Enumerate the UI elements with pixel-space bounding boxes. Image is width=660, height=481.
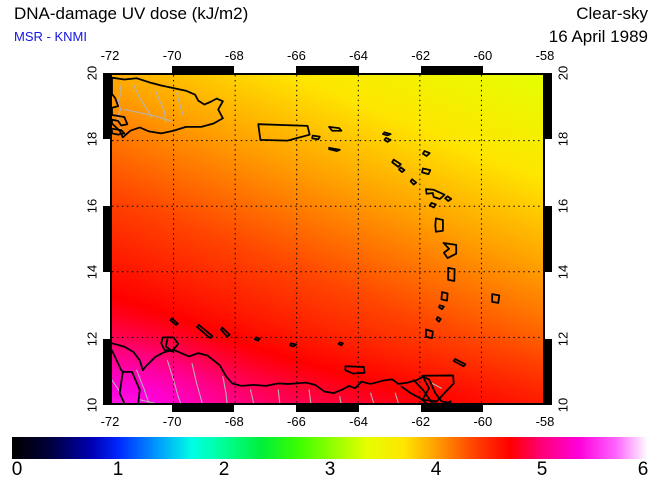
x-axis-label-bottom: -60 (473, 414, 493, 429)
colorbar-tick-label: 2 (218, 459, 230, 480)
x-axis-label-top: -72 (100, 48, 120, 63)
uv-dose-heatmap-field (112, 75, 543, 403)
map-plot-area (110, 73, 545, 405)
x-axis-label-top: -68 (224, 48, 244, 63)
y-axis-tick-block (103, 205, 110, 273)
y-axis-label-right: 14 (555, 264, 571, 280)
x-axis-tick-block (420, 66, 483, 73)
x-axis-label-bottom: -72 (100, 414, 120, 429)
y-axis-tick-block (103, 338, 110, 405)
x-axis-tick-block (172, 66, 235, 73)
y-axis-label-right: 18 (555, 132, 571, 147)
colorbar-tick-label: 0 (11, 459, 23, 480)
coastline-overlay (112, 76, 501, 403)
y-axis-label-left: 16 (84, 198, 100, 214)
y-axis-tick-block (545, 205, 552, 273)
x-axis-label-top: -66 (287, 48, 306, 63)
y-axis-label-left: 18 (84, 132, 100, 147)
x-axis-label-bottom: -70 (162, 414, 182, 429)
x-axis-tick-block (296, 66, 359, 73)
colorbar-tick-label: 3 (324, 459, 336, 480)
x-axis-label-top: -60 (473, 48, 493, 63)
x-axis-tick-block (420, 405, 483, 412)
x-axis-label-top: -58 (535, 48, 555, 63)
date-label: 16 April 1989 (548, 27, 648, 46)
y-axis-label-right: 12 (555, 331, 571, 346)
x-axis-label-bottom: -62 (411, 414, 431, 429)
x-axis-label-top: -62 (411, 48, 431, 63)
x-axis-label-top: -64 (349, 48, 368, 63)
x-axis-tick-block (172, 405, 235, 412)
colorbar-tick-label: 4 (430, 459, 442, 480)
y-axis-label-left: 12 (84, 331, 100, 346)
plot-frame (110, 73, 545, 405)
page-title: DNA-damage UV dose (kJ/m2) (14, 4, 249, 23)
sky-condition-label: Clear-sky (576, 4, 648, 23)
y-axis-tick-block (103, 73, 110, 140)
x-axis-label-bottom: -58 (535, 414, 555, 429)
x-axis-label-bottom: -64 (349, 414, 368, 429)
y-axis-label-right: 10 (555, 397, 571, 413)
x-axis-label-top: -70 (162, 48, 182, 63)
colorbar-tick-labels: 0 1 2 3 4 5 6 (11, 459, 649, 481)
colorbar-tick-label: 5 (536, 459, 548, 480)
y-axis-label-left: 10 (84, 397, 100, 413)
colorbar-tick-label: 1 (112, 459, 124, 480)
colorbar-tick-label: 6 (637, 459, 649, 480)
colorbar-gradient (12, 437, 648, 459)
y-axis-label-right: 20 (555, 65, 571, 81)
y-axis-label-left: 20 (84, 65, 100, 81)
x-axis-label-bottom: -66 (287, 414, 306, 429)
y-axis-label-left: 14 (84, 264, 100, 280)
x-axis-label-bottom: -68 (224, 414, 244, 429)
y-axis-tick-block (545, 338, 552, 405)
y-axis-label-right: 16 (555, 198, 571, 214)
y-axis-tick-block (545, 73, 552, 140)
x-axis-tick-block (296, 405, 359, 412)
colorbar (12, 437, 648, 459)
source-credit: MSR - KNMI (14, 29, 87, 44)
